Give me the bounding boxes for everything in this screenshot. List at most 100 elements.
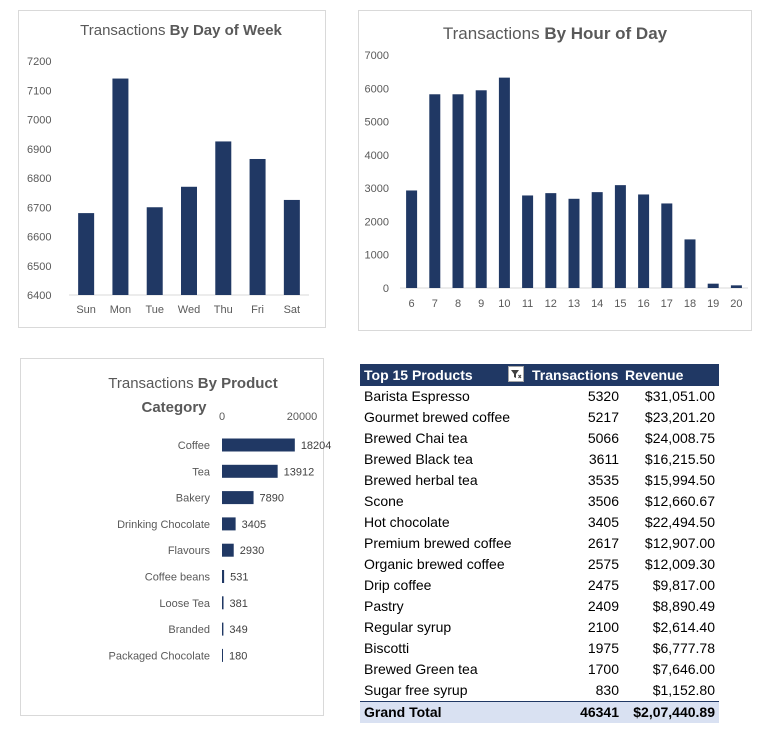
product-revenue: $8,890.49 [652,598,715,614]
x-tick-label: 12 [545,298,557,310]
product-name: Drip coffee [364,577,432,593]
product-revenue: $12,009.30 [644,556,715,572]
data-label: 3405 [242,519,266,531]
product-name: Scone [364,493,404,509]
table-row: Brewed Black tea 3611 $16,215.50 [360,449,719,470]
y-tick-label: Coffee [178,440,210,452]
product-transactions: 3405 [587,514,619,530]
bar [215,141,232,295]
x-tick-label: 11 [522,298,533,310]
filter-icon [511,370,522,379]
header-revenue: Revenue [625,367,684,383]
x-tick-label: Fri [251,304,264,316]
x-tick-label: 20 [730,298,742,310]
chart-title-bold: By Day of Week [170,22,283,39]
product-name: Regular syrup [364,619,452,635]
product-transactions: 2100 [587,619,619,635]
table-row: Biscotti 1975 $6,777.78 [360,638,719,659]
y-tick-label: 4000 [365,150,389,162]
data-label: 180 [229,650,247,662]
y-tick-label: 7000 [27,115,51,127]
bar [545,193,557,288]
bar [730,285,742,288]
chart-title-regular: Transactions [443,24,544,43]
y-tick-label: 6600 [27,232,51,244]
data-label: 381 [230,598,248,610]
bar [283,199,300,295]
data-label: 18204 [301,440,332,452]
product-transactions: 1700 [587,661,619,677]
y-tick-label: Tea [192,466,211,478]
table-row: Gourmet brewed coffee 5217 $23,201.20 [360,407,719,428]
x-tick-label: 9 [478,298,484,310]
y-tick-label: 6500 [27,261,51,273]
table-row: Barista Espresso 5320 $31,051.00 [360,386,719,407]
bar [222,622,224,636]
product-transactions: 3611 [588,451,619,467]
x-tick-label: 13 [568,298,580,310]
chart-title-line2: Category [141,399,207,416]
x-tick-label: 10 [498,298,510,310]
x-tick-label: Sun [76,304,96,316]
table-row: Drip coffee 2475 $9,817.00 [360,575,719,596]
y-tick-label: 6900 [27,144,51,156]
chart-title-regular: Transactions [108,375,197,392]
chart-title: Transactions By Product [108,375,278,392]
product-transactions: 5066 [587,430,619,446]
bar [452,94,464,288]
chart-svg: Transactions By Hour of Day 0 1000 2000 3000… [365,24,748,310]
bar [475,90,487,288]
product-name: Brewed Green tea [364,661,478,677]
x-tick-label: 8 [455,298,461,310]
bar [222,570,225,583]
x-tick-label: Wed [178,304,200,316]
x-tick-label: Sat [284,304,301,316]
table-row: Brewed Green tea 1700 $7,646.00 [360,659,719,680]
bar [222,438,295,452]
product-name: Gourmet brewed coffee [364,409,511,425]
product-name: Organic brewed coffee [364,556,505,572]
product-revenue: $7,646.00 [652,661,715,677]
table-row: Brewed herbal tea 3535 $15,994.50 [360,470,719,491]
data-label: 2930 [240,545,264,557]
product-revenue: $22,494.50 [644,514,715,530]
grand-total-revenue: $2,07,440.89 [633,704,715,720]
product-transactions: 2409 [587,598,619,614]
pivot-body: Barista Espresso 5320 $31,051.00 Gourmet br… [360,386,719,701]
bar [146,207,163,295]
y-tick-label: Flavours [168,545,211,557]
bar [614,185,626,288]
product-transactions: 2575 [587,556,619,572]
table-row: Organic brewed coffee 2575 $12,009.30 [360,554,719,575]
product-name: Brewed Chai tea [364,430,468,446]
chart-title: Transactions By Hour of Day [443,24,668,43]
y-tick-label: 6800 [27,173,51,185]
product-revenue: $12,907.00 [644,535,715,551]
x-tick-label: 0 [219,411,225,423]
product-name: Brewed Black tea [364,451,473,467]
bar [78,213,95,295]
pivot-header-row: Top 15 Products Transactions Revenue [360,364,719,386]
product-transactions: 2617 [587,535,619,551]
data-label: 531 [230,572,248,584]
bar [112,78,129,295]
product-revenue: $1,152.80 [652,682,715,698]
x-tick-label: 16 [637,298,649,310]
header-transactions: Transactions [532,367,619,383]
bar [222,543,234,557]
bar [661,203,673,288]
product-transactions: 3535 [587,472,619,488]
product-transactions: 5217 [587,409,619,425]
bar [249,158,266,295]
x-tick-label: 17 [661,298,673,310]
bar [181,186,197,295]
bar [522,195,534,288]
y-tick-label: Coffee beans [145,572,211,584]
product-revenue: $12,660.67 [644,493,715,509]
chart-day-of-week: Transactions By Day of Week 6400 6500 6600 6… [18,10,326,328]
grand-total-transactions: 46341 [580,704,619,720]
product-revenue: $15,994.50 [644,472,715,488]
x-tick-label: 6 [409,298,415,310]
filter-button[interactable] [508,366,524,382]
y-tick-label: 1000 [365,250,389,262]
